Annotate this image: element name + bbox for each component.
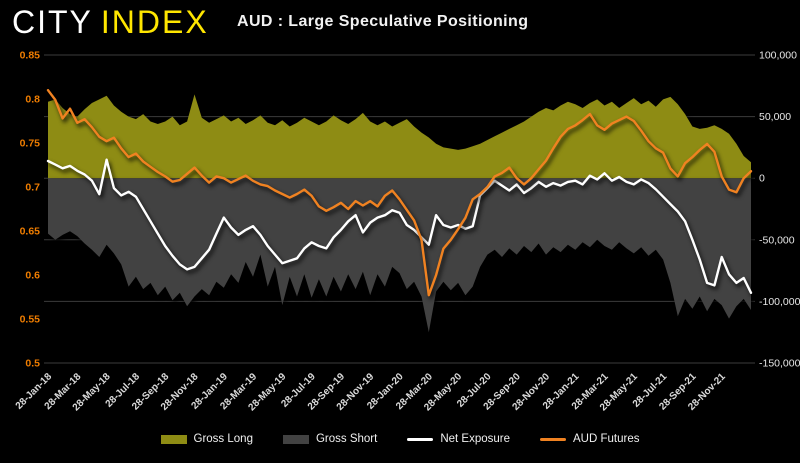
legend-swatch: [407, 437, 434, 441]
gross-long-area: [48, 94, 751, 179]
legend-swatch: [282, 434, 309, 444]
legend-label: Gross Long: [193, 433, 253, 445]
legend-label: AUD Futures: [573, 433, 640, 445]
right-axis-label: -100,000: [759, 296, 800, 308]
right-axis-label: 100,000: [759, 50, 797, 62]
right-axis-label: 0: [759, 173, 765, 185]
logo-index-text: INDEX: [100, 4, 209, 40]
legend-label: Net Exposure: [440, 433, 511, 445]
aud-futures-line: [46, 89, 753, 297]
right-axis-label: -150,000: [759, 358, 800, 370]
city-index-logo: CITY INDEX: [12, 4, 209, 41]
chart-title: AUD : Large Speculative Positioning: [237, 13, 529, 30]
left-axis-label: 0.6: [25, 270, 40, 282]
legend-item-aud-futures: AUD Futures: [540, 433, 639, 445]
net-exposure-line: [46, 158, 753, 294]
chart-legend: Gross Long Gross Short Net Exposure AUD Fut…: [0, 428, 800, 450]
left-axis-label: 0.7: [25, 182, 40, 194]
legend-item-gross-long: Gross Long: [160, 433, 253, 445]
legend-item-gross-short: Gross Short: [282, 433, 378, 445]
left-axis-label: 0.85: [20, 50, 41, 62]
right-axis-label: -50,000: [759, 234, 795, 246]
left-axis-label: 0.55: [20, 314, 41, 326]
legend-item-net-exposure: Net Exposure: [407, 433, 510, 445]
legend-swatch: [160, 434, 187, 444]
left-axis-label: 0.65: [20, 226, 41, 238]
left-axis-label: 0.75: [20, 138, 41, 150]
logo-city-text: CITY: [12, 4, 93, 40]
left-axis-label: 0.5: [25, 358, 40, 370]
right-axis-label: 50,000: [759, 111, 791, 123]
header: CITY INDEX AUD : Large Speculative Positi…: [0, 0, 800, 50]
left-axis-label: 0.8: [25, 94, 40, 106]
legend-swatch: [540, 437, 567, 441]
legend-label: Gross Short: [315, 433, 378, 445]
